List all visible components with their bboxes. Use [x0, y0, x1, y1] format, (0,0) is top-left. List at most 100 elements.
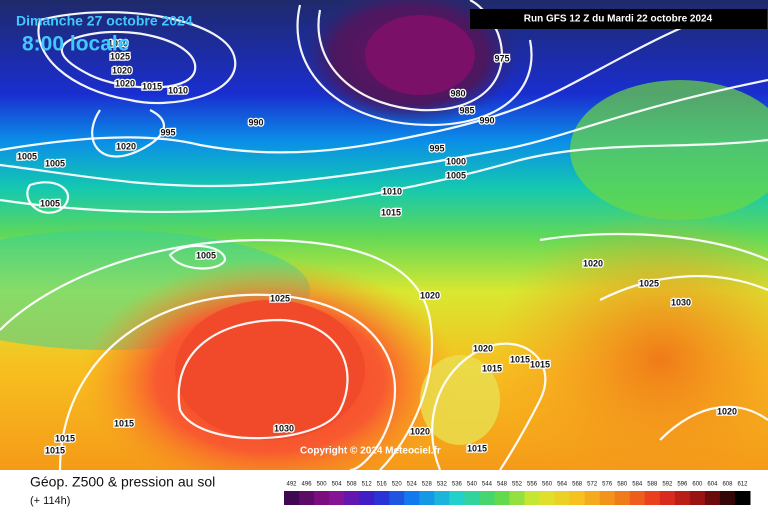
footer-subtitle: (+ 114h)	[30, 495, 70, 507]
isobar-label: 1030	[671, 297, 691, 307]
isobars	[0, 0, 768, 470]
legend-label: 580	[617, 482, 628, 488]
isobar-label: 1015	[142, 81, 162, 91]
legend-swatch	[494, 491, 510, 505]
time-text: 8:00 locale	[22, 33, 129, 56]
legend-label: 560	[542, 482, 553, 488]
legend-swatch	[524, 491, 541, 505]
legend-swatch	[389, 491, 405, 505]
legend-swatch	[404, 491, 420, 505]
legend-swatch	[419, 491, 435, 505]
isobar-label: 1005	[40, 198, 60, 208]
isobar-label: 1015	[510, 354, 530, 364]
isobar-label: 1020	[717, 406, 737, 416]
legend-swatch	[734, 491, 751, 505]
isobar-label: 1015	[45, 445, 65, 455]
legend-swatch	[539, 491, 556, 505]
legend-label: 572	[587, 482, 598, 488]
legend-swatch	[689, 491, 706, 505]
field-area	[365, 15, 475, 95]
legend-label: 500	[317, 482, 328, 488]
legend-label: 528	[422, 482, 433, 488]
isobar-label: 1015	[55, 433, 75, 443]
legend-label: 568	[572, 482, 583, 488]
legend-label: 536	[452, 482, 463, 488]
legend-label: 588	[647, 482, 658, 488]
isobar-label: 985	[459, 105, 474, 115]
isobar-label: 1020	[115, 78, 135, 88]
legend-label: 524	[407, 482, 418, 488]
legend-label: 600	[692, 482, 703, 488]
isobar-label: 1005	[45, 158, 65, 168]
legend-swatch	[434, 491, 450, 505]
legend-label: 608	[722, 482, 733, 488]
legend-label: 576	[602, 482, 613, 488]
isobar-label: 975	[494, 53, 509, 63]
isobar-label: 1005	[196, 250, 216, 260]
legend-label: 604	[707, 482, 718, 488]
legend-label: 592	[662, 482, 673, 488]
legend-swatch	[599, 491, 616, 505]
legend-swatch	[359, 491, 375, 505]
legend-label: 520	[392, 482, 403, 488]
isobar-label: 1025	[110, 51, 130, 61]
legend-label: 548	[497, 482, 508, 488]
legend-label: 512	[362, 482, 373, 488]
footer-title: Géop. Z500 & pression au sol	[30, 474, 215, 490]
isobar-label: 1015	[482, 363, 502, 373]
isobar-label: 1025	[639, 278, 659, 288]
legend-swatch	[479, 491, 495, 505]
legend-swatch	[314, 491, 330, 505]
run-box	[470, 9, 767, 29]
isobar-label: 990	[479, 115, 494, 125]
legend-swatch	[464, 491, 480, 505]
isobar-label: 990	[248, 117, 263, 127]
legend-label: 564	[557, 482, 568, 488]
field-area	[490, 210, 768, 510]
legend-swatch	[584, 491, 601, 505]
isobar-label: 1015	[530, 359, 550, 369]
legend-swatch	[644, 491, 661, 505]
legend-swatch	[329, 491, 345, 505]
isobar-label: 1005	[446, 170, 466, 180]
field-area	[570, 80, 768, 220]
date-text: Dimanche 27 octobre 2024	[16, 13, 193, 29]
legend-swatch	[554, 491, 571, 505]
isobar-label: 1010	[382, 186, 402, 196]
isobar-label: 1015	[381, 207, 401, 217]
isobar-label: 1020	[473, 343, 493, 353]
isobar-label: 1020	[116, 141, 136, 151]
legend-label: 496	[302, 482, 313, 488]
isobar-label: 1020	[583, 258, 603, 268]
isobar-label: 1020	[420, 290, 440, 300]
isobar-label: 1030	[108, 38, 128, 48]
legend-swatch	[449, 491, 465, 505]
legend-label: 508	[347, 482, 358, 488]
legend-swatch	[629, 491, 646, 505]
isobar-label: 1025	[270, 293, 290, 303]
legend-label: 556	[527, 482, 538, 488]
isobar-label: 995	[160, 127, 175, 137]
legend-label: 492	[287, 482, 298, 488]
isobar-label: 1030	[274, 423, 294, 433]
legend-swatch	[509, 491, 526, 505]
legend-label: 552	[512, 482, 523, 488]
legend-label: 612	[737, 482, 748, 488]
isobar-label: 1015	[467, 443, 487, 453]
run-text: Run GFS 12 Z du Mardi 22 octobre 2024	[524, 14, 713, 25]
legend-label: 544	[482, 482, 493, 488]
isobar-label: 1005	[17, 151, 37, 161]
legend-swatch	[614, 491, 631, 505]
isobar-label: 995	[429, 143, 444, 153]
legend-label: 540	[467, 482, 478, 488]
legend-label: 516	[377, 482, 388, 488]
legend-swatch	[719, 491, 736, 505]
legend-swatch	[374, 491, 390, 505]
isobar-label: 1010	[168, 85, 188, 95]
legend-label: 504	[332, 482, 343, 488]
legend-swatch	[704, 491, 721, 505]
isobar-label: 1000	[446, 156, 466, 166]
legend-swatch	[659, 491, 676, 505]
legend-swatch	[569, 491, 586, 505]
